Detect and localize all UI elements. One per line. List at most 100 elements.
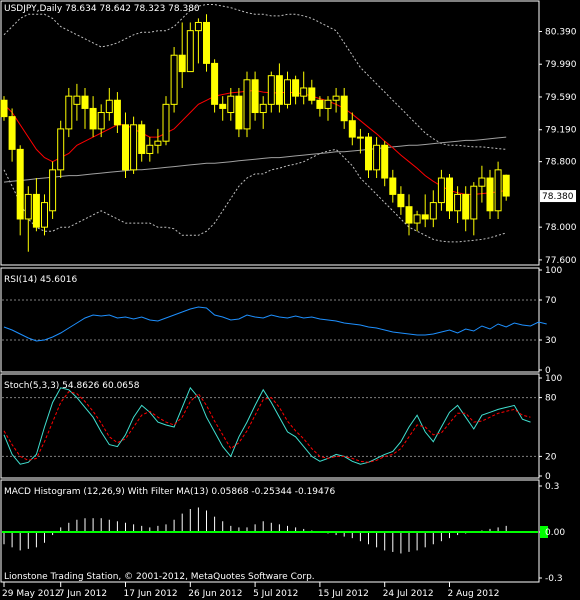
- candle-body-bull: [324, 99, 332, 109]
- candle-body-bear: [340, 95, 348, 122]
- rsi-line: [3, 306, 547, 342]
- candle-body-bear: [113, 99, 121, 126]
- candle-body-bull: [454, 193, 462, 212]
- candle-body-bear: [275, 75, 283, 105]
- candle-body-bull: [186, 30, 194, 73]
- macd-pane-title: MACD Histogram (12,26,9) With Filter MA(…: [4, 487, 335, 497]
- candle-body-bull: [57, 128, 65, 171]
- price-tick-label: 77.600: [545, 256, 577, 266]
- candle-body-bear: [211, 62, 219, 105]
- x-tick-label: 26 Jun 2012: [188, 589, 242, 599]
- candle-body-bull: [243, 79, 251, 130]
- macd-pane: 0.3 0.00 -0.3: [2, 482, 565, 584]
- candle-body-bull: [470, 185, 478, 220]
- candle-body-bear: [8, 116, 16, 150]
- osc-tick-label: 100: [545, 374, 562, 384]
- candle-body-bear: [365, 136, 372, 171]
- candle-body-bear: [203, 21, 210, 64]
- candle-body-bear: [446, 177, 453, 212]
- candle-body-bull: [478, 177, 486, 187]
- macd-tick-label: 0.3: [545, 482, 559, 492]
- macd-pane-frame: [0, 479, 540, 583]
- price-tick-label: 80.390: [545, 27, 577, 37]
- candle-body-bear: [421, 214, 429, 220]
- price-tick-label: 79.990: [545, 60, 577, 70]
- candle-body-bull: [194, 21, 202, 32]
- x-tick-label: 17 Jun 2012: [124, 589, 178, 599]
- stoch-signal-line: [3, 391, 531, 463]
- candle-body-bull: [73, 95, 81, 105]
- candle-body-bear: [462, 193, 470, 220]
- candle-body-bear: [381, 144, 389, 179]
- candle-body-bull: [41, 202, 48, 228]
- candle-body-bull: [227, 95, 235, 114]
- price-tick-label: 79.590: [545, 93, 577, 103]
- candle-body-bear: [486, 177, 494, 212]
- rsi-pane-frame: [0, 267, 540, 373]
- candle-body-bull: [130, 124, 138, 171]
- candle-body-bear: [316, 99, 324, 109]
- macd-tick-label: 0.00: [545, 528, 565, 538]
- candle-body-bull: [437, 177, 445, 204]
- candle-body-bull: [65, 95, 73, 130]
- candle-body-bear: [32, 193, 40, 228]
- x-tick-label: 29 May 2012: [2, 589, 61, 599]
- stoch-pane: 100 80 20 0: [2, 374, 562, 482]
- candle-body-bull: [373, 144, 381, 171]
- candle-body-bull: [154, 140, 162, 146]
- osc-tick-label: 30: [545, 336, 557, 346]
- candle-body-bull: [170, 54, 178, 105]
- candle-body-bull: [413, 214, 421, 224]
- osc-tick-label: 20: [545, 452, 557, 462]
- candle-body-bear: [389, 177, 397, 195]
- candle-body-bull: [494, 169, 502, 212]
- x-tick-label: 15 Jul 2012: [318, 589, 369, 599]
- candle-body-bull: [429, 202, 437, 220]
- rsi-pane-title: RSI(14) 45.6016: [4, 275, 77, 285]
- candle-body-bull: [259, 103, 267, 114]
- candle-body-bear: [251, 79, 259, 114]
- x-tick-label: 2 Aug 2012: [448, 589, 500, 599]
- candle-body-bear: [81, 95, 89, 109]
- price-pane-title: USDJPY,Daily 78.634 78.642 78.323 78.380: [4, 4, 200, 14]
- candle-body-bear: [178, 54, 186, 73]
- candle-body-bear: [502, 174, 510, 197]
- candle-body-bull: [300, 87, 308, 97]
- osc-tick-label: 0: [545, 472, 551, 482]
- candle-body-bear: [292, 79, 300, 97]
- candle-body-bull: [146, 144, 154, 154]
- x-tick-label: 5 Jul 2012: [253, 589, 298, 599]
- candle-body-bear: [122, 124, 129, 171]
- macd-zero-marker: [540, 526, 548, 538]
- candle-body-bear: [308, 87, 316, 101]
- candle-body-bear: [16, 148, 24, 220]
- candle-body-bull: [267, 75, 275, 105]
- candle-body-bear: [348, 120, 356, 138]
- candle-body-bear: [405, 206, 413, 224]
- candle-body-bear: [138, 124, 146, 154]
- last-price-label: 78.380: [542, 192, 574, 202]
- candle-body-bear: [89, 107, 97, 130]
- candle-body-bull: [24, 193, 32, 220]
- main-pane-frame: [0, 0, 540, 266]
- price-tick-label: 78.000: [545, 223, 577, 233]
- candle-body-bear: [397, 193, 405, 208]
- osc-tick-label: 70: [545, 296, 557, 306]
- rsi-pane: 100 70 30 0: [2, 266, 562, 376]
- price-tick-label: 79.190: [545, 126, 577, 136]
- candle-body-bear: [0, 99, 8, 118]
- bollinger-upper-band: [3, 4, 507, 150]
- stoch-pane-frame: [0, 373, 540, 479]
- candle-body-bear: [235, 95, 243, 130]
- footer-copyright: Lionstone Trading Station, © 2001-2012, …: [4, 572, 315, 582]
- price-pane: 80.390 79.990 79.590 79.190 78.800 78.000 77.6…: [0, 4, 577, 266]
- last-price-box: [540, 190, 576, 203]
- candle-body-bull: [162, 103, 170, 142]
- osc-tick-label: 0: [545, 366, 551, 376]
- candle-body-bull: [49, 169, 57, 212]
- x-tick-label: 24 Jul 2012: [383, 589, 434, 599]
- price-tick-label: 78.800: [545, 158, 577, 168]
- osc-tick-label: 100: [545, 266, 562, 276]
- candle-body-bull: [284, 79, 291, 105]
